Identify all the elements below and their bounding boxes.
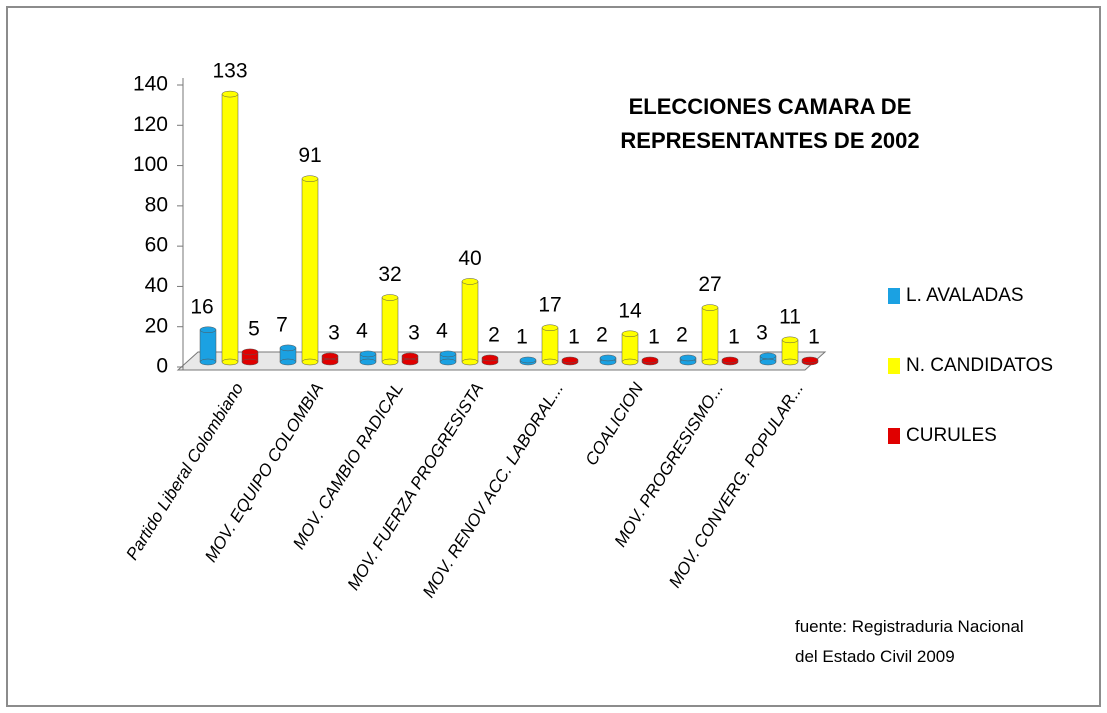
bar-top	[439, 350, 457, 358]
y-tick-label: 0	[156, 355, 168, 378]
y-tick-label: 80	[145, 193, 168, 216]
bar	[781, 339, 799, 363]
bar	[199, 329, 217, 363]
value-label: 40	[458, 247, 481, 270]
bar-top	[401, 352, 419, 360]
value-label: 3	[756, 322, 768, 345]
value-label: 2	[676, 324, 688, 347]
value-label: 4	[436, 319, 448, 342]
bar-top	[721, 356, 739, 364]
value-label: 2	[488, 324, 500, 347]
x-tick-label: COALICION	[582, 379, 648, 469]
value-label: 1	[648, 326, 660, 349]
bar-top	[199, 326, 217, 334]
y-tick-label: 140	[133, 73, 168, 96]
y-tick-label: 100	[133, 153, 168, 176]
bar-top	[519, 356, 537, 364]
bar-base	[621, 358, 639, 366]
bar-top	[781, 336, 799, 344]
y-tick-label: 20	[145, 314, 168, 337]
value-label: 27	[698, 273, 721, 296]
bar-top	[221, 90, 239, 98]
bar-base	[541, 358, 559, 366]
value-label: 1	[808, 326, 820, 349]
legend-label: CURULES	[906, 425, 997, 446]
bar-top	[241, 348, 259, 356]
floor	[176, 351, 827, 371]
bar-base	[279, 358, 297, 366]
bar-base	[359, 358, 377, 366]
y-tick-label: 40	[145, 274, 168, 297]
y-tick-label: 60	[145, 234, 168, 257]
y-tick-label: 120	[133, 113, 168, 136]
bar-base	[381, 358, 399, 366]
legend-label: L. AVALADAS	[906, 285, 1024, 306]
value-label: 1	[516, 326, 528, 349]
bar-base	[439, 358, 457, 366]
bar	[461, 281, 479, 363]
bar-top	[321, 352, 339, 360]
bar-base	[321, 358, 339, 366]
bar	[301, 178, 319, 363]
bar	[381, 297, 399, 363]
x-tick-label: MOV. RENOV ACC. LABORAL...	[419, 379, 567, 601]
bar-base	[701, 358, 719, 366]
bar-top	[279, 344, 297, 352]
bar-top	[461, 278, 479, 285]
bar-base	[199, 358, 217, 366]
value-label: 5	[248, 317, 260, 340]
legend-label: N. CANDIDATOS	[906, 355, 1053, 376]
bar-top	[381, 294, 399, 301]
value-label: 4	[356, 319, 368, 342]
value-label: 17	[538, 293, 561, 316]
bar	[621, 333, 639, 363]
value-label: 32	[378, 263, 401, 286]
value-label: 133	[212, 60, 247, 83]
value-label: 91	[298, 144, 321, 167]
bar-top	[641, 356, 659, 364]
value-label: 1	[728, 326, 740, 349]
bar	[221, 93, 239, 363]
bar-top	[301, 175, 319, 182]
bar-top	[621, 330, 639, 338]
bar-base	[781, 358, 799, 366]
value-label: 2	[596, 324, 608, 347]
x-tick-label: MOV. CONVERG. POPULAR...	[665, 379, 807, 591]
value-label: 11	[779, 305, 801, 328]
bar-base	[241, 358, 259, 366]
value-label: 14	[618, 299, 642, 322]
legend-swatch	[888, 288, 900, 304]
bar-top	[801, 356, 819, 364]
value-label: 16	[190, 295, 213, 318]
legend-swatch	[888, 428, 900, 444]
bar-base	[301, 358, 319, 366]
bar-base	[759, 358, 777, 366]
bar	[541, 327, 559, 363]
bar-top	[541, 324, 559, 332]
bar-top	[561, 356, 579, 364]
x-tick-label: MOV. FUERZA PROGRESISTA	[344, 379, 488, 593]
source-note: fuente: Registraduria Nacional del Estad…	[795, 617, 1024, 666]
bar-base	[401, 358, 419, 366]
value-label: 3	[328, 322, 340, 345]
chart-title: ELECCIONES CAMARA DE REPRESENTANTES DE 2…	[620, 94, 920, 153]
value-label: 7	[276, 313, 288, 336]
bar-top	[359, 350, 377, 358]
bar-top	[759, 352, 777, 360]
bar-base	[461, 358, 479, 366]
bar-top	[599, 354, 617, 362]
bar-base	[221, 358, 239, 366]
bar	[701, 307, 719, 363]
frame	[6, 6, 1101, 707]
value-label: 1	[568, 326, 580, 349]
bar-top	[701, 304, 719, 311]
bar-top	[481, 354, 499, 362]
value-label: 3	[408, 322, 420, 345]
legend-swatch	[888, 358, 900, 374]
bar-top	[679, 354, 697, 362]
